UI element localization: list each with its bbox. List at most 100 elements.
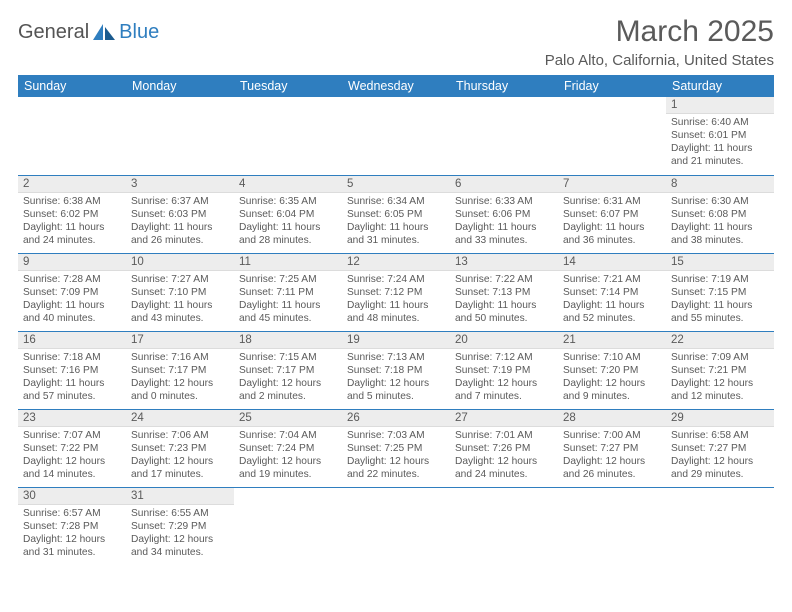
daylight-text: Daylight: 11 hours and 40 minutes. bbox=[23, 299, 121, 325]
calendar-cell: 21Sunrise: 7:10 AMSunset: 7:20 PMDayligh… bbox=[558, 331, 666, 409]
day-body: Sunrise: 7:24 AMSunset: 7:12 PMDaylight:… bbox=[342, 271, 450, 327]
sunset-text: Sunset: 7:28 PM bbox=[23, 520, 121, 533]
day-body: Sunrise: 6:33 AMSunset: 6:06 PMDaylight:… bbox=[450, 193, 558, 249]
daylight-text: Daylight: 12 hours and 9 minutes. bbox=[563, 377, 661, 403]
daylight-text: Daylight: 12 hours and 17 minutes. bbox=[131, 455, 229, 481]
calendar-cell: 27Sunrise: 7:01 AMSunset: 7:26 PMDayligh… bbox=[450, 409, 558, 487]
day-body: Sunrise: 7:01 AMSunset: 7:26 PMDaylight:… bbox=[450, 427, 558, 483]
daylight-text: Daylight: 11 hours and 24 minutes. bbox=[23, 221, 121, 247]
sunset-text: Sunset: 7:29 PM bbox=[131, 520, 229, 533]
calendar-cell: 13Sunrise: 7:22 AMSunset: 7:13 PMDayligh… bbox=[450, 253, 558, 331]
day-number: 27 bbox=[450, 410, 558, 427]
sunset-text: Sunset: 7:23 PM bbox=[131, 442, 229, 455]
calendar-cell: 30Sunrise: 6:57 AMSunset: 7:28 PMDayligh… bbox=[18, 487, 126, 565]
sunset-text: Sunset: 6:01 PM bbox=[671, 129, 769, 142]
sunset-text: Sunset: 7:24 PM bbox=[239, 442, 337, 455]
day-number: 2 bbox=[18, 176, 126, 193]
day-number: 4 bbox=[234, 176, 342, 193]
day-number: 15 bbox=[666, 254, 774, 271]
day-number: 5 bbox=[342, 176, 450, 193]
logo-text-2: Blue bbox=[119, 21, 159, 44]
day-body: Sunrise: 6:57 AMSunset: 7:28 PMDaylight:… bbox=[18, 505, 126, 561]
calendar-cell bbox=[666, 487, 774, 565]
day-body: Sunrise: 7:21 AMSunset: 7:14 PMDaylight:… bbox=[558, 271, 666, 327]
sunset-text: Sunset: 7:26 PM bbox=[455, 442, 553, 455]
sunrise-text: Sunrise: 7:07 AM bbox=[23, 429, 121, 442]
day-number: 20 bbox=[450, 332, 558, 349]
calendar-cell: 24Sunrise: 7:06 AMSunset: 7:23 PMDayligh… bbox=[126, 409, 234, 487]
day-number: 31 bbox=[126, 488, 234, 505]
daylight-text: Daylight: 12 hours and 7 minutes. bbox=[455, 377, 553, 403]
sunrise-text: Sunrise: 7:24 AM bbox=[347, 273, 445, 286]
calendar-week: 30Sunrise: 6:57 AMSunset: 7:28 PMDayligh… bbox=[18, 487, 774, 565]
daylight-text: Daylight: 11 hours and 28 minutes. bbox=[239, 221, 337, 247]
sunset-text: Sunset: 7:19 PM bbox=[455, 364, 553, 377]
calendar-week: 2Sunrise: 6:38 AMSunset: 6:02 PMDaylight… bbox=[18, 175, 774, 253]
day-number: 1 bbox=[666, 97, 774, 114]
sunset-text: Sunset: 7:09 PM bbox=[23, 286, 121, 299]
sunrise-text: Sunrise: 6:40 AM bbox=[671, 116, 769, 129]
calendar-week: 23Sunrise: 7:07 AMSunset: 7:22 PMDayligh… bbox=[18, 409, 774, 487]
daylight-text: Daylight: 11 hours and 52 minutes. bbox=[563, 299, 661, 325]
header: General Blue March 2025 Palo Alto, Calif… bbox=[18, 15, 774, 69]
day-number: 25 bbox=[234, 410, 342, 427]
dayname-wed: Wednesday bbox=[342, 75, 450, 97]
daylight-text: Daylight: 12 hours and 22 minutes. bbox=[347, 455, 445, 481]
calendar-cell bbox=[234, 487, 342, 565]
daylight-text: Daylight: 12 hours and 2 minutes. bbox=[239, 377, 337, 403]
day-body: Sunrise: 6:37 AMSunset: 6:03 PMDaylight:… bbox=[126, 193, 234, 249]
daylight-text: Daylight: 11 hours and 31 minutes. bbox=[347, 221, 445, 247]
calendar-cell: 19Sunrise: 7:13 AMSunset: 7:18 PMDayligh… bbox=[342, 331, 450, 409]
calendar-week: 9Sunrise: 7:28 AMSunset: 7:09 PMDaylight… bbox=[18, 253, 774, 331]
daylight-text: Daylight: 12 hours and 12 minutes. bbox=[671, 377, 769, 403]
day-body: Sunrise: 7:04 AMSunset: 7:24 PMDaylight:… bbox=[234, 427, 342, 483]
daylight-text: Daylight: 11 hours and 55 minutes. bbox=[671, 299, 769, 325]
daylight-text: Daylight: 11 hours and 50 minutes. bbox=[455, 299, 553, 325]
day-body: Sunrise: 7:12 AMSunset: 7:19 PMDaylight:… bbox=[450, 349, 558, 405]
sunset-text: Sunset: 7:27 PM bbox=[563, 442, 661, 455]
daylight-text: Daylight: 12 hours and 5 minutes. bbox=[347, 377, 445, 403]
calendar-cell: 10Sunrise: 7:27 AMSunset: 7:10 PMDayligh… bbox=[126, 253, 234, 331]
day-body: Sunrise: 6:35 AMSunset: 6:04 PMDaylight:… bbox=[234, 193, 342, 249]
sunrise-text: Sunrise: 6:58 AM bbox=[671, 429, 769, 442]
sunset-text: Sunset: 7:18 PM bbox=[347, 364, 445, 377]
sunrise-text: Sunrise: 7:12 AM bbox=[455, 351, 553, 364]
day-number: 21 bbox=[558, 332, 666, 349]
calendar-week: 16Sunrise: 7:18 AMSunset: 7:16 PMDayligh… bbox=[18, 331, 774, 409]
sunrise-text: Sunrise: 7:22 AM bbox=[455, 273, 553, 286]
sunrise-text: Sunrise: 7:13 AM bbox=[347, 351, 445, 364]
sunrise-text: Sunrise: 7:06 AM bbox=[131, 429, 229, 442]
daylight-text: Daylight: 11 hours and 43 minutes. bbox=[131, 299, 229, 325]
sunset-text: Sunset: 7:11 PM bbox=[239, 286, 337, 299]
daylight-text: Daylight: 12 hours and 29 minutes. bbox=[671, 455, 769, 481]
calendar-cell bbox=[450, 487, 558, 565]
sunset-text: Sunset: 6:08 PM bbox=[671, 208, 769, 221]
calendar-cell bbox=[342, 487, 450, 565]
day-body: Sunrise: 7:28 AMSunset: 7:09 PMDaylight:… bbox=[18, 271, 126, 327]
sunrise-text: Sunrise: 7:09 AM bbox=[671, 351, 769, 364]
daylight-text: Daylight: 11 hours and 21 minutes. bbox=[671, 142, 769, 168]
calendar-cell: 2Sunrise: 6:38 AMSunset: 6:02 PMDaylight… bbox=[18, 175, 126, 253]
calendar-cell: 25Sunrise: 7:04 AMSunset: 7:24 PMDayligh… bbox=[234, 409, 342, 487]
title-block: March 2025 Palo Alto, California, United… bbox=[545, 15, 774, 69]
calendar-table: Sunday Monday Tuesday Wednesday Thursday… bbox=[18, 75, 774, 565]
sunset-text: Sunset: 7:15 PM bbox=[671, 286, 769, 299]
day-body: Sunrise: 7:10 AMSunset: 7:20 PMDaylight:… bbox=[558, 349, 666, 405]
calendar-cell: 9Sunrise: 7:28 AMSunset: 7:09 PMDaylight… bbox=[18, 253, 126, 331]
daylight-text: Daylight: 11 hours and 26 minutes. bbox=[131, 221, 229, 247]
sunrise-text: Sunrise: 6:55 AM bbox=[131, 507, 229, 520]
daylight-text: Daylight: 11 hours and 36 minutes. bbox=[563, 221, 661, 247]
day-body: Sunrise: 7:27 AMSunset: 7:10 PMDaylight:… bbox=[126, 271, 234, 327]
sunrise-text: Sunrise: 7:27 AM bbox=[131, 273, 229, 286]
daylight-text: Daylight: 12 hours and 34 minutes. bbox=[131, 533, 229, 559]
day-number: 7 bbox=[558, 176, 666, 193]
day-body: Sunrise: 6:38 AMSunset: 6:02 PMDaylight:… bbox=[18, 193, 126, 249]
calendar-cell: 18Sunrise: 7:15 AMSunset: 7:17 PMDayligh… bbox=[234, 331, 342, 409]
sunrise-text: Sunrise: 6:35 AM bbox=[239, 195, 337, 208]
day-body: Sunrise: 7:06 AMSunset: 7:23 PMDaylight:… bbox=[126, 427, 234, 483]
calendar-cell: 12Sunrise: 7:24 AMSunset: 7:12 PMDayligh… bbox=[342, 253, 450, 331]
sunrise-text: Sunrise: 6:34 AM bbox=[347, 195, 445, 208]
sunrise-text: Sunrise: 7:16 AM bbox=[131, 351, 229, 364]
daylight-text: Daylight: 11 hours and 48 minutes. bbox=[347, 299, 445, 325]
calendar-cell: 15Sunrise: 7:19 AMSunset: 7:15 PMDayligh… bbox=[666, 253, 774, 331]
